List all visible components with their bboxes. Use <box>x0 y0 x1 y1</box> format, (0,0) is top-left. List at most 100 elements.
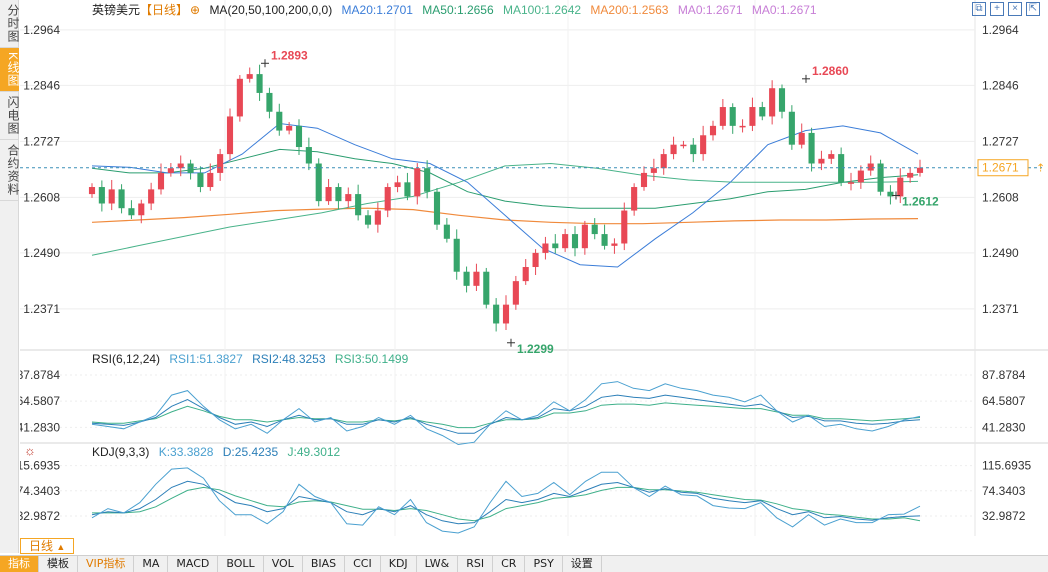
ma0-value-2: MA0:1.2671 <box>751 3 817 17</box>
indicator-tab-14[interactable]: 设置 <box>563 556 602 572</box>
indicator-tab-5[interactable]: BOLL <box>218 556 264 572</box>
indicator-tab-4[interactable]: MACD <box>168 556 219 572</box>
candle-body <box>345 194 352 202</box>
chart-area[interactable]: 1.2964 1.2964 1.2846 1.2846 1.2727 1.2727 1.26… <box>20 0 1048 536</box>
indicator-tab-3[interactable]: MA <box>134 556 169 572</box>
rsi1-value: RSI1:51.3827 <box>169 352 243 366</box>
rsi1-line <box>91 381 921 446</box>
candle-body <box>532 252 539 268</box>
candlestick-chart[interactable]: 1.2964 1.2964 1.2846 1.2846 1.2727 1.2727 1.26… <box>20 0 1048 536</box>
rsi-axis-label: 41.2830 <box>982 420 1026 434</box>
indicator-tab-6[interactable]: VOL <box>264 556 303 572</box>
ma-label[interactable]: MA(20,50,100,200,0,0) <box>209 3 333 17</box>
candle-body <box>483 271 490 305</box>
candle-body <box>847 182 855 184</box>
candle-body <box>246 74 253 79</box>
kdj-axis-label: 115.6935 <box>982 459 1031 473</box>
indicator-tab-1[interactable]: 模板 <box>39 556 78 572</box>
indicator-tab-11[interactable]: RSI <box>458 556 494 572</box>
candle-body <box>217 154 224 173</box>
add-window-icon[interactable]: + <box>990 2 1004 16</box>
candle-body <box>778 88 786 112</box>
view-tab-1[interactable]: K线图 <box>0 48 20 93</box>
symbol-label: 英镑美元 <box>92 3 141 17</box>
ma20-line <box>91 122 919 268</box>
view-tab-3[interactable]: 合约资料 <box>0 140 20 202</box>
candle-body <box>571 234 579 249</box>
candle-body <box>433 191 441 225</box>
kdj-label[interactable]: KDJ(9,3,3) <box>92 445 150 459</box>
candle-body <box>295 125 303 148</box>
indicator-tab-0[interactable]: 指标 <box>0 556 39 572</box>
high-1-label: 1.2893 <box>271 48 308 62</box>
ma100-line <box>91 162 919 256</box>
view-tab-2[interactable]: 闪电图 <box>0 92 20 141</box>
price-axis-label-left: 1.2846 <box>23 78 60 92</box>
high-2-label: 1.2860 <box>812 64 849 78</box>
price-axis-label: 1.2846 <box>982 78 1019 92</box>
candle-body <box>266 92 273 112</box>
candle-body <box>729 107 736 126</box>
candle-body <box>404 182 411 197</box>
rsi2-value: RSI2:48.3253 <box>252 352 326 366</box>
indicator-tab-10[interactable]: LW& <box>417 556 459 572</box>
candle-body <box>916 167 924 173</box>
rsi-axis-label: 87.8784 <box>982 368 1026 382</box>
kdj-axis-label: 32.9872 <box>982 509 1026 523</box>
view-tab-0[interactable]: 分时图 <box>0 0 20 48</box>
ma20-value: MA20:1.2701 <box>341 3 413 17</box>
candle-body <box>157 172 165 190</box>
rsi-axis-label-left: 87.8784 <box>20 368 60 382</box>
current-price-arrow-icon: ⇡ <box>1036 163 1045 175</box>
kdj-k-line <box>91 480 921 525</box>
rsi-label[interactable]: RSI(6,12,24) <box>92 352 161 366</box>
candle-body <box>236 78 243 117</box>
candle-body <box>552 243 559 249</box>
kdj-j-value: J:49.3012 <box>287 445 341 459</box>
indicator-tab-13[interactable]: PSY <box>525 556 563 572</box>
candle-body <box>611 243 618 246</box>
candle-body <box>808 132 815 164</box>
price-axis-label: 1.2371 <box>982 302 1019 316</box>
kdj-settings-icon: ☼ <box>24 443 36 458</box>
candle-body <box>364 215 372 225</box>
candle-body <box>759 107 766 117</box>
candle-body <box>355 194 362 216</box>
candle-body <box>631 187 638 211</box>
candle-body <box>88 187 96 195</box>
close-icon[interactable]: × <box>1008 2 1022 16</box>
rsi-axis-label-left: 41.2830 <box>20 420 60 434</box>
kdj-j-line <box>91 467 921 534</box>
candle-body <box>621 210 628 244</box>
period-label[interactable]: 【日线】 <box>140 3 189 17</box>
price-axis-label: 1.2964 <box>982 23 1019 37</box>
period-selector-arrow-icon: ▲ <box>56 542 66 552</box>
price-axis-label-left: 1.2964 <box>23 23 60 37</box>
indicator-tab-2[interactable]: VIP指标 <box>78 556 135 572</box>
candle-body <box>601 234 608 246</box>
expand-icon[interactable]: ⇱ <box>1026 2 1040 16</box>
indicator-tab-8[interactable]: CCI <box>345 556 381 572</box>
period-selector[interactable]: 日线 ▲ <box>20 538 74 554</box>
kdj-axis-label: 74.3403 <box>982 484 1026 498</box>
indicator-tab-7[interactable]: BIAS <box>303 556 346 572</box>
indicator-tab-bar: 指标 模板 VIP指标 MA MACD BOLL VOL BIAS CCI KDJ LW& RSI CR… <box>0 555 1048 572</box>
candle-body <box>98 187 105 204</box>
candle-body <box>256 74 263 93</box>
settings-icon[interactable]: ⊕ <box>190 3 201 17</box>
kdj-d-line <box>92 486 921 522</box>
low-1-label: 1.2299 <box>517 342 554 356</box>
kdj-d-value: D:25.4235 <box>222 445 279 459</box>
restore-icon[interactable]: ⧉ <box>972 2 986 16</box>
candle-body <box>680 144 687 147</box>
candle-body <box>887 191 894 197</box>
indicator-tab-9[interactable]: KDJ <box>381 556 417 572</box>
candle-body <box>857 170 864 183</box>
candle-body <box>739 125 746 128</box>
candle-body <box>788 111 795 145</box>
low-2-label: 1.2612 <box>902 194 939 208</box>
candle-body <box>769 88 776 117</box>
indicator-tab-12[interactable]: CR <box>493 556 526 572</box>
candle-body <box>749 107 756 126</box>
ma50-line <box>91 148 919 209</box>
